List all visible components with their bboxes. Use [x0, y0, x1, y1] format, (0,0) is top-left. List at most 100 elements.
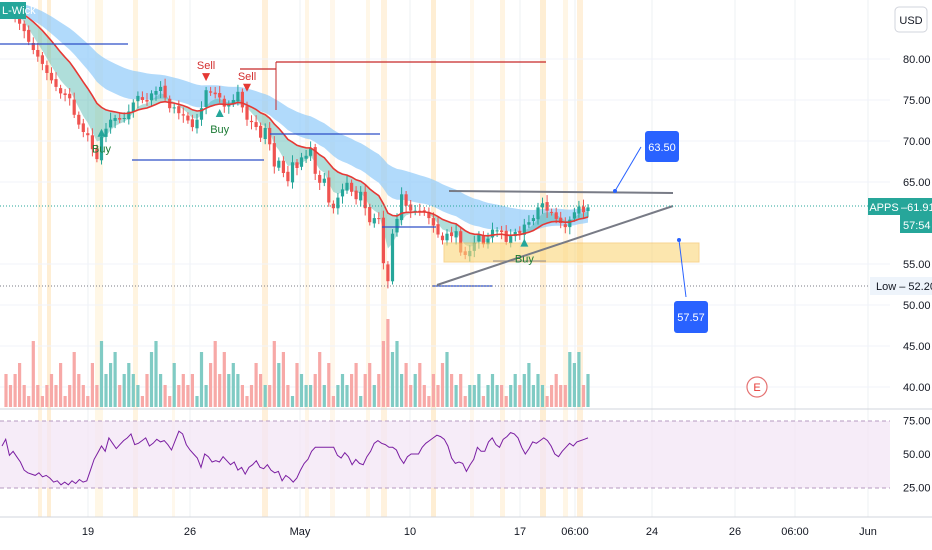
price-axis[interactable]: USD 80.00 75.00 70.00 65.00 55.00 50.00 45.00 4…: [894, 6, 931, 495]
candle-body: [354, 190, 358, 200]
volume-bar: [313, 374, 317, 407]
band-3: [133, 0, 138, 517]
volume-bar: [404, 363, 408, 407]
candle-body: [59, 88, 63, 94]
indicator-badge[interactable]: L-Wick: [0, 2, 36, 19]
volume-bar: [18, 363, 22, 407]
time-tick-9: Jun: [859, 526, 877, 538]
volume-bar: [554, 374, 558, 407]
volume-bar: [459, 374, 463, 407]
volume-bar: [468, 385, 472, 407]
volume-bar: [340, 374, 345, 407]
volume-bar: [63, 396, 67, 407]
volume-bar: [445, 352, 449, 407]
volume-bar: [513, 374, 517, 407]
sell-label-3: Sell: [238, 71, 256, 83]
candle-body: [359, 191, 363, 201]
candle-body: [440, 235, 445, 241]
candle-body: [131, 102, 135, 112]
volume-bar: [495, 385, 499, 407]
volume-bar: [354, 363, 358, 407]
time-tick-4: 17: [514, 526, 526, 538]
volume-bar: [168, 396, 172, 407]
volume-bar: [559, 385, 563, 407]
volume-bar: [218, 374, 222, 407]
volume-bar: [390, 352, 395, 407]
candle-body: [563, 224, 567, 228]
volume-bar: [522, 374, 526, 407]
sell-arrow-1: [202, 73, 211, 82]
volume-bar: [72, 352, 76, 407]
volume-bar: [99, 341, 104, 407]
trendline-drawings[interactable]: [436, 190, 700, 286]
volume-bar: [518, 385, 522, 407]
volume-bar: [13, 374, 17, 407]
currency-button[interactable]: [894, 6, 928, 33]
volume-bar: [440, 363, 445, 407]
price-tick-4: 55.00: [903, 259, 931, 271]
candle-body: [190, 119, 194, 128]
candle-body: [99, 136, 104, 161]
volume-bar: [418, 363, 422, 407]
candle-body: [422, 210, 426, 212]
candle-body: [77, 114, 81, 125]
volume-bar: [45, 385, 49, 407]
lower-callout[interactable]: 57.57: [674, 238, 708, 333]
volume-bar: [4, 374, 8, 407]
time-tick-0: 19: [82, 526, 94, 538]
candle-body: [27, 29, 31, 42]
candle-body: [195, 119, 199, 129]
volume-bar: [427, 396, 431, 407]
upper-callout[interactable]: 63.50: [613, 131, 679, 193]
candle-body: [222, 98, 226, 107]
candle-body: [568, 219, 572, 228]
candle-body: [263, 127, 267, 139]
candle-body: [268, 127, 272, 145]
ma-ribbon-cloud: [6, 2, 588, 249]
upper-trendline: [448, 190, 674, 194]
buy-arrow-4: [520, 238, 529, 247]
candle-body: [218, 93, 222, 98]
candle-body: [459, 231, 463, 253]
volume-bar: [181, 374, 185, 407]
earnings-marker-label: E: [753, 382, 760, 394]
candle-body: [545, 202, 549, 211]
volume-bar: [249, 385, 254, 407]
volume-bar: [568, 352, 572, 407]
buy-label-0: Buy: [92, 144, 111, 156]
candle-body: [454, 231, 458, 238]
candle-body: [372, 218, 376, 224]
volume-bar: [236, 374, 240, 407]
volume-bar: [536, 374, 540, 407]
volume-bar: [231, 363, 235, 407]
candle-body: [340, 189, 345, 197]
volume-bar: [49, 374, 54, 407]
volume-bar: [113, 352, 117, 407]
volume-bar: [395, 341, 399, 407]
candle-body: [209, 91, 213, 93]
earnings-marker[interactable]: E: [746, 376, 768, 398]
candle-body: [145, 100, 149, 102]
rsi-tick-1: 50.00: [903, 449, 931, 461]
price-tick-7: 40.00: [903, 382, 931, 394]
candle-body: [72, 99, 76, 115]
candle-body: [213, 92, 217, 95]
volume-bar: [572, 363, 576, 407]
volume-bar: [127, 363, 131, 407]
candle-body: [31, 43, 35, 50]
candle-body: [363, 191, 367, 209]
last-price-label: –61.91: [901, 202, 932, 214]
time-tick-5: 06:00: [561, 526, 589, 538]
rsi-tick-2: 25.00: [903, 483, 931, 495]
volume-bar: [472, 385, 476, 407]
band-2: [95, 0, 103, 517]
volume-bar: [504, 396, 508, 407]
volume-bar: [36, 385, 40, 407]
time-axis[interactable]: 19 26 May 10 17 06:00 24 26 06:00 Jun: [82, 526, 877, 538]
price-tick-3: 65.00: [903, 177, 931, 189]
volume-bar: [381, 341, 385, 407]
candle-body: [181, 114, 185, 116]
volume-bar: [400, 374, 404, 407]
red-moving-average-line: [5, 9, 589, 237]
